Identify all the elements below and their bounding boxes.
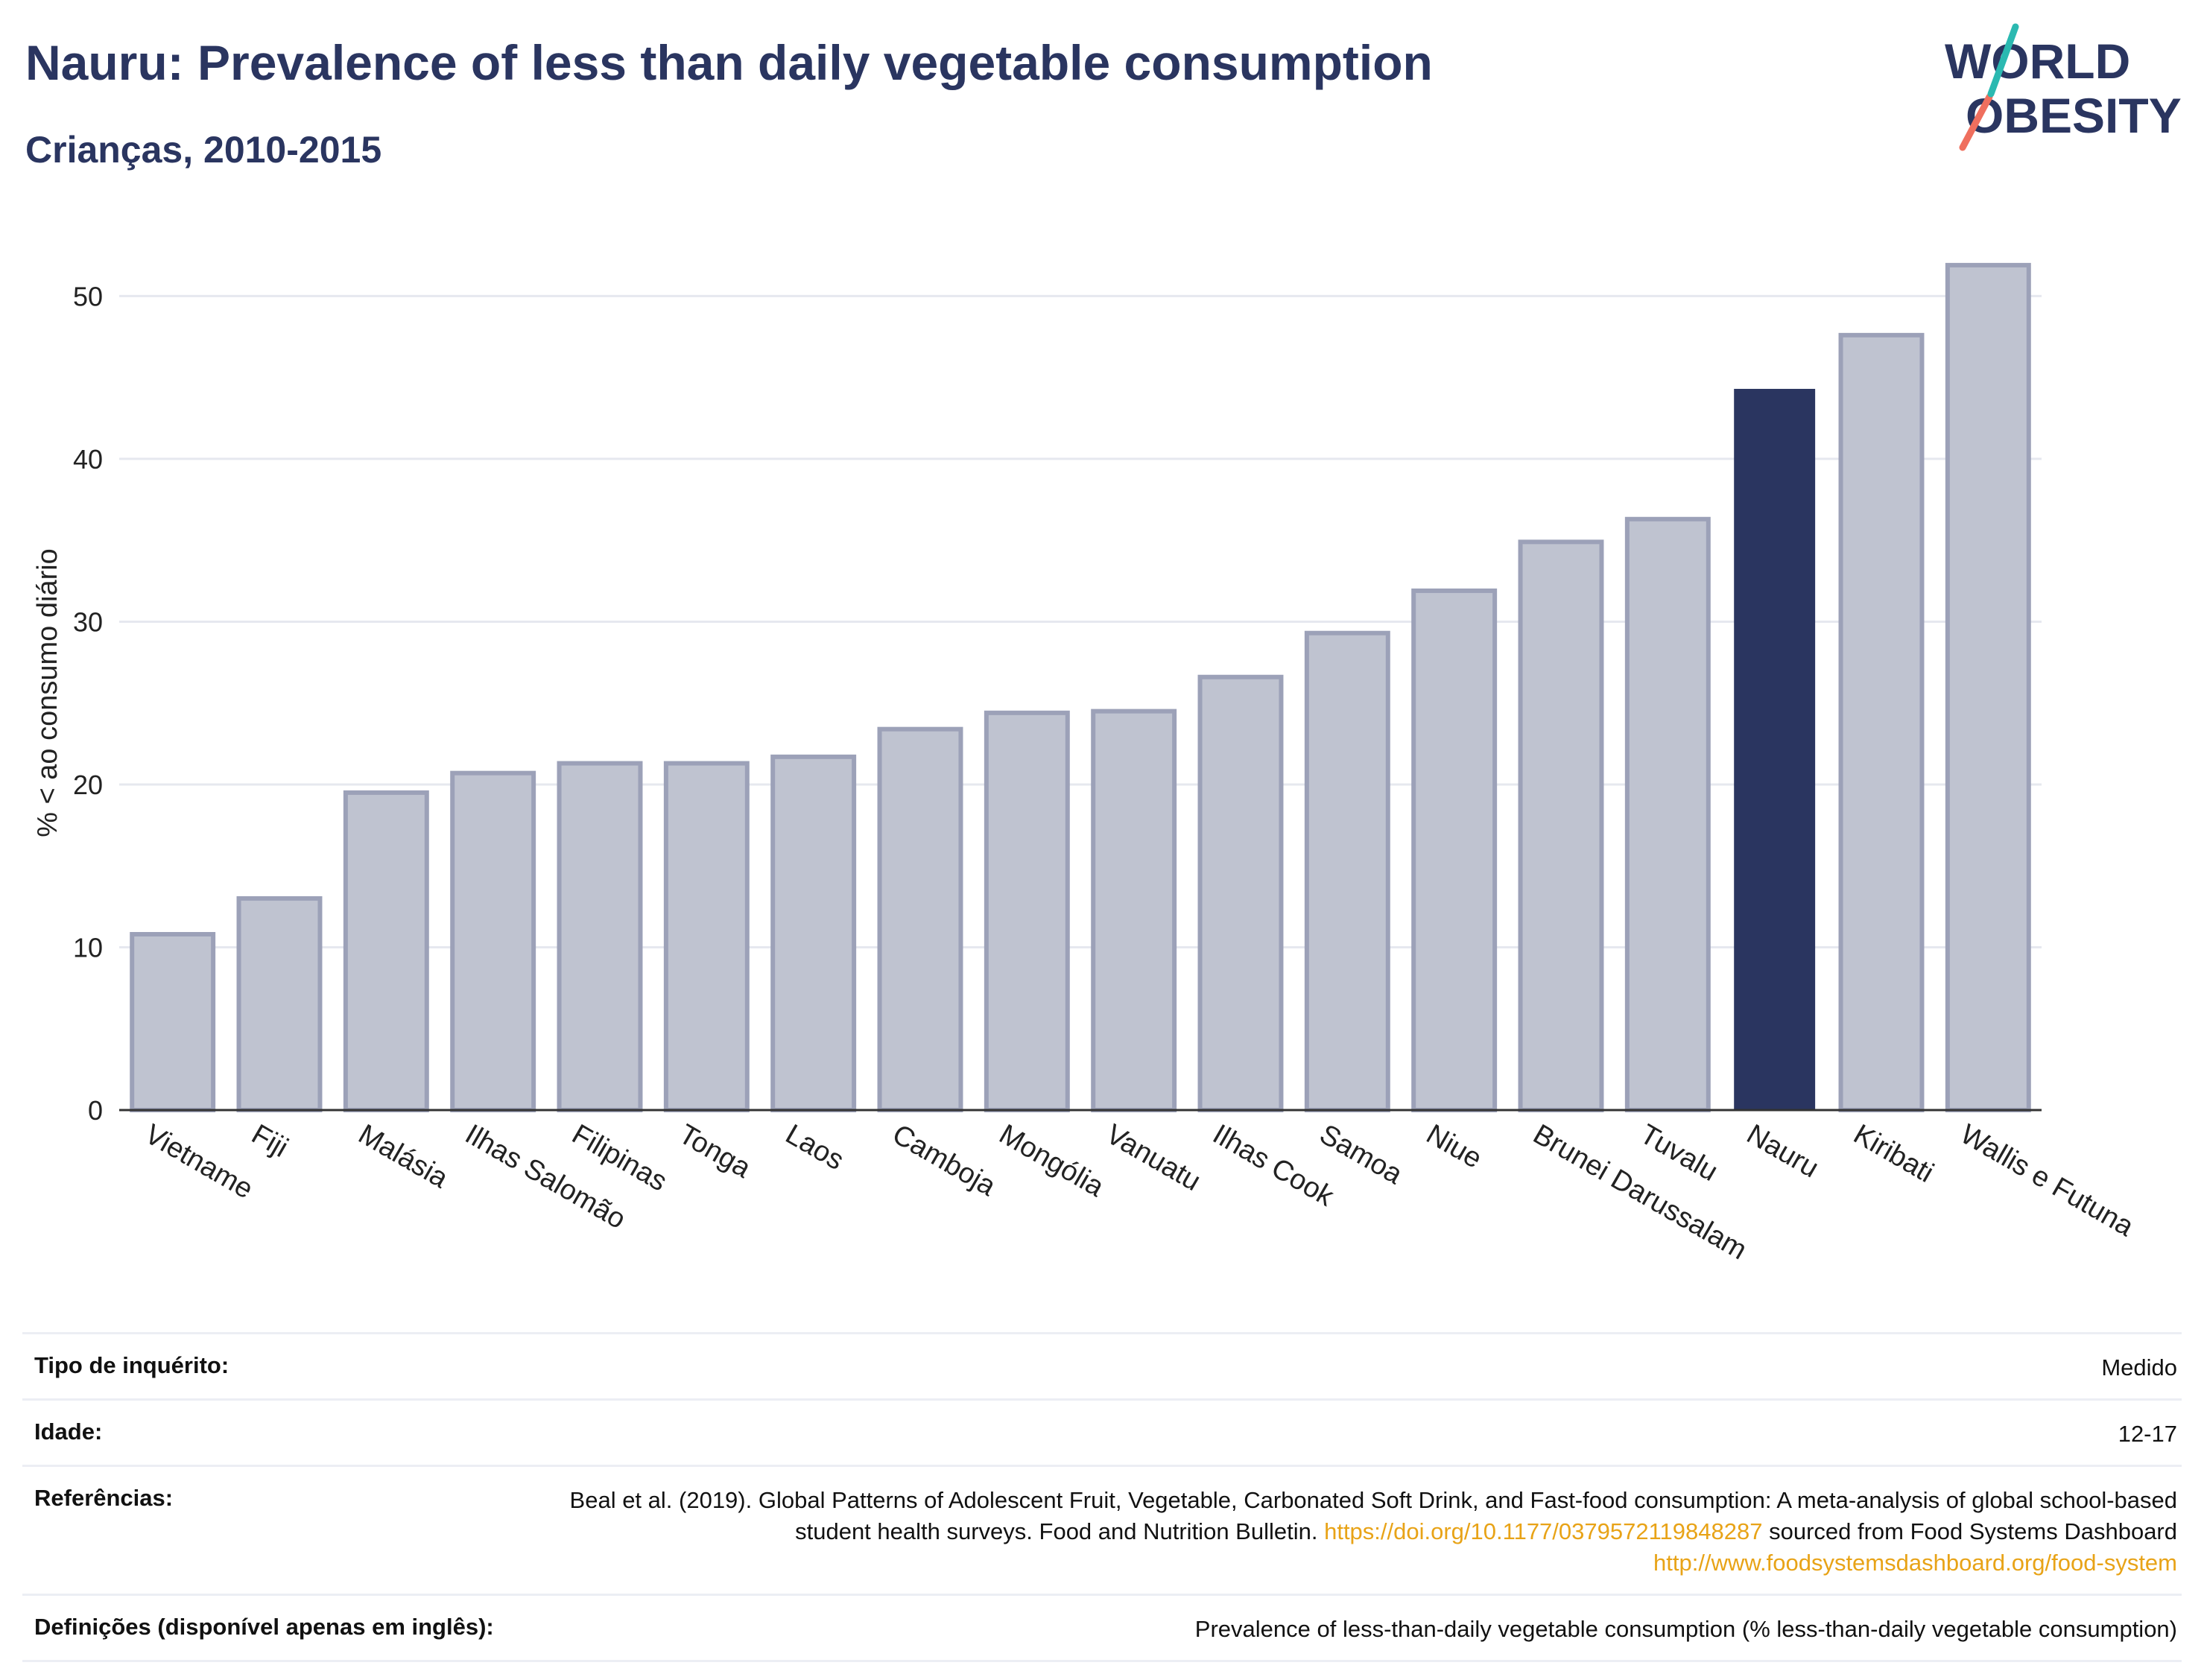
info-row-references: Referências: Beal et al. (2019). Global … [22,1465,2182,1594]
survey-type-value: Medido [2101,1354,2177,1381]
bar-ilhas-salomão[interactable] [450,770,536,1113]
bar-filipinas[interactable] [557,761,643,1112]
bar-camboja[interactable] [877,726,963,1113]
x-tick-label: Nauru [1741,1118,1824,1184]
bar-laos[interactable] [770,754,857,1112]
chart-subtitle: Crianças, 2010-2015 [25,129,382,171]
bar-samoa[interactable] [1304,630,1390,1112]
x-tick-label: Vanuatu [1101,1118,1206,1197]
bar-fiji[interactable] [236,896,323,1112]
y-axis-ticks: 0 10 20 30 40 50 [73,281,103,1126]
bars-group [130,262,2031,1113]
x-tick-label: Fiji [247,1118,294,1164]
y-tick-label: 30 [73,606,103,637]
definitions-label: Definições (disponível apenas em inglês)… [34,1614,494,1640]
bar-tonga[interactable] [663,761,750,1112]
references-text-1: Beal et al. (2019). Global Patterns of A… [569,1487,2177,1544]
info-row-definitions: Definições (disponível apenas em inglês)… [22,1594,2182,1662]
y-tick-label: 0 [88,1095,103,1126]
bar-wallis-e-futuna[interactable] [1945,262,2031,1112]
chart-title: Nauru: Prevalence of less than daily veg… [25,35,1433,90]
x-tick-label: Vietname [139,1118,258,1205]
x-tick-label: Malásia [353,1118,454,1194]
x-tick-label: Niue [1421,1118,1487,1174]
x-tick-label: Wallis e Futuna [1955,1118,2139,1243]
y-axis-title: % < ao consumo diário [32,548,63,837]
x-tick-label: Mongólia [994,1118,1109,1203]
food-systems-link[interactable]: http://www.foodsystemsdashboard.org/food… [1653,1550,2177,1576]
x-tick-label: Camboja [887,1118,1001,1202]
survey-type-label: Tipo de inquérito: [34,1352,229,1378]
x-tick-label: Ilhas Cook [1208,1118,1340,1213]
references-label: Referências: [34,1485,174,1511]
age-value: 12-17 [2118,1421,2177,1447]
info-row-age: Idade: 12-17 [22,1398,2182,1465]
bar-kiribati[interactable] [1838,332,1925,1113]
bar-malásia[interactable] [343,790,429,1113]
bar-niue[interactable] [1411,588,1498,1112]
bar-vanuatu[interactable] [1091,709,1177,1112]
references-value: Beal et al. (2019). Global Patterns of A… [553,1485,2177,1579]
y-tick-label: 40 [73,444,103,475]
x-tick-label: Tonga [674,1118,756,1185]
bar-brunei-darussalam[interactable] [1518,539,1604,1112]
bar-tuvalu[interactable] [1624,516,1711,1112]
logo-slash-teal [1987,23,2019,98]
x-tick-label: Laos [780,1118,849,1176]
y-tick-label: 50 [73,281,103,311]
bar-ilhas-cook[interactable] [1197,674,1284,1112]
logo-line2: OBESITY [1966,88,2182,143]
info-table: Tipo de inquérito: Medido Idade: 12-17 R… [22,1332,2182,1662]
bar-vietname[interactable] [130,932,216,1112]
x-tick-label: Tuvalu [1635,1118,1723,1188]
doi-link[interactable]: https://doi.org/10.1177/0379572119848287 [1324,1518,1763,1544]
bar-mongólia[interactable] [984,710,1070,1112]
logo-line1: WORLD [1945,34,2130,89]
x-tick-label: Kiribati [1849,1118,1939,1188]
bar-nauru[interactable] [1734,388,1816,1110]
references-text-2: sourced from Food Systems Dashboard [1769,1518,2177,1544]
info-row-survey-type: Tipo de inquérito: Medido [22,1332,2182,1398]
y-tick-label: 20 [73,770,103,800]
world-obesity-logo: WORLD OBESITY [1945,23,2182,151]
logo-slash-coral [1959,93,1993,151]
y-tick-label: 10 [73,932,103,963]
definitions-value: Prevalence of less-than-daily vegetable … [1194,1616,2177,1642]
age-label: Idade: [34,1419,103,1445]
